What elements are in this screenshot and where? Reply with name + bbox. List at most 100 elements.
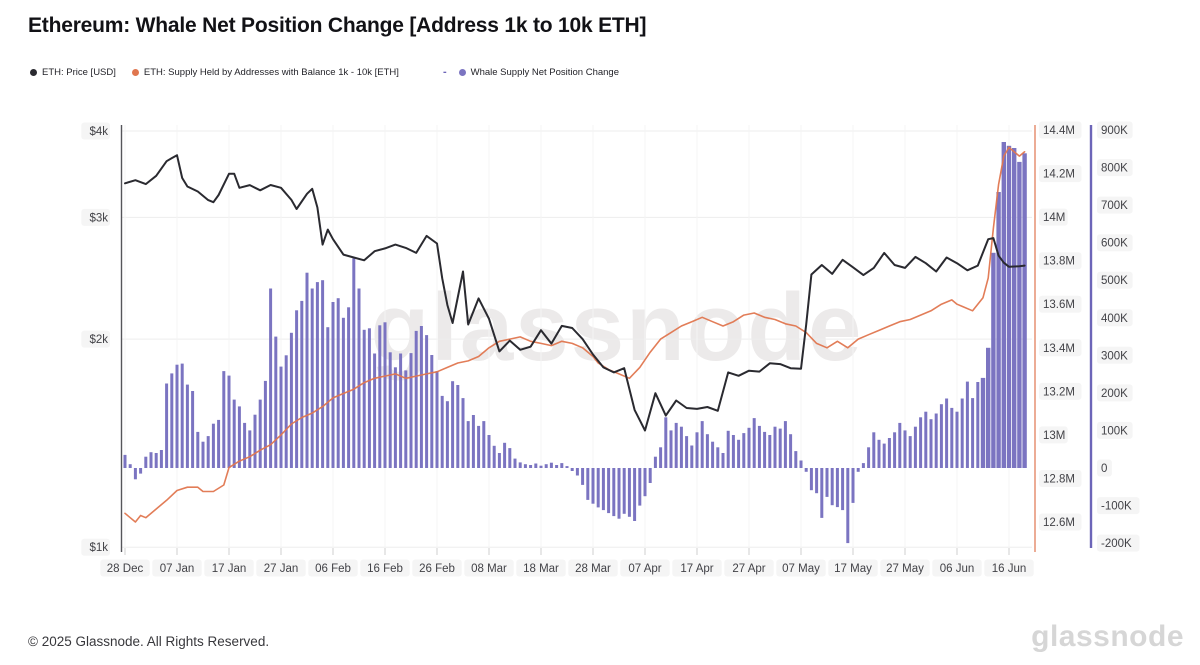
netpos-bar bbox=[357, 288, 361, 468]
netpos-tick-label-bg bbox=[1097, 271, 1133, 289]
netpos-bar bbox=[461, 398, 465, 468]
legend-item-eth-price[interactable]: ETH: Price [USD] bbox=[30, 67, 116, 78]
netpos-bar bbox=[289, 332, 293, 468]
netpos-bar bbox=[211, 423, 215, 468]
netpos-bar bbox=[555, 465, 559, 468]
netpos-bar bbox=[898, 422, 902, 468]
netpos-tick-label-bg bbox=[1097, 384, 1133, 402]
netpos-bar bbox=[996, 192, 1001, 468]
netpos-bar bbox=[549, 462, 553, 468]
supply-tick-label-bg bbox=[1039, 426, 1068, 444]
x-tick-label-bg bbox=[932, 559, 982, 577]
netpos-bar bbox=[773, 426, 777, 468]
legend-item-eth-supply[interactable]: ETH: Supply Held by Addresses with Balan… bbox=[131, 67, 399, 78]
netpos-bar bbox=[627, 468, 631, 517]
netpos-bar bbox=[830, 468, 834, 506]
netpos-bar bbox=[503, 442, 507, 468]
netpos-bar bbox=[887, 438, 891, 468]
netpos-bar bbox=[269, 288, 273, 468]
x-tick-label-bg bbox=[776, 559, 826, 577]
netpos-tick-label: 500K bbox=[1101, 275, 1128, 287]
netpos-bar bbox=[643, 468, 647, 497]
netpos-bar bbox=[601, 468, 605, 511]
netpos-bar bbox=[539, 465, 543, 468]
netpos-bar bbox=[846, 468, 850, 544]
netpos-bar bbox=[841, 468, 845, 511]
supply-tick-label-bg bbox=[1039, 513, 1082, 531]
netpos-bar bbox=[607, 468, 611, 514]
netpos-tick-label: -100K bbox=[1101, 501, 1132, 513]
netpos-bar bbox=[445, 401, 449, 468]
netpos-bar bbox=[721, 453, 725, 468]
netpos-tick-label-bg bbox=[1097, 459, 1112, 477]
netpos-bar bbox=[1022, 153, 1027, 469]
netpos-tick-label: 400K bbox=[1101, 313, 1128, 325]
netpos-bar bbox=[783, 421, 787, 468]
supply-tick-label: 13.4M bbox=[1043, 343, 1075, 355]
netpos-bar bbox=[867, 447, 871, 468]
netpos-bar bbox=[872, 432, 876, 468]
supply-tick-label: 14M bbox=[1043, 212, 1065, 224]
supply-tick-label: 14.4M bbox=[1043, 125, 1075, 137]
netpos-tick-label-bg bbox=[1097, 121, 1133, 139]
netpos-bar bbox=[903, 430, 907, 468]
netpos-bar bbox=[1001, 142, 1006, 468]
netpos-tick-label: -200K bbox=[1101, 538, 1132, 550]
netpos-bar bbox=[139, 468, 143, 474]
supply-tick-label-bg bbox=[1039, 382, 1082, 400]
netpos-tick-label: 100K bbox=[1101, 425, 1128, 437]
netpos-bar bbox=[378, 325, 382, 468]
netpos-tick-label-bg bbox=[1097, 346, 1133, 364]
x-tick-label-bg bbox=[672, 559, 722, 577]
netpos-bar bbox=[466, 421, 470, 468]
netpos-bar bbox=[128, 464, 132, 468]
netpos-bar bbox=[1006, 145, 1012, 469]
netpos-bar bbox=[825, 468, 829, 497]
page-title: Ethereum: Whale Net Position Change [Add… bbox=[28, 14, 647, 37]
x-tick-label-bg bbox=[204, 559, 254, 577]
netpos-bar bbox=[279, 366, 283, 468]
supply-tick-label-bg bbox=[1039, 295, 1082, 313]
x-tick-label-bg bbox=[100, 559, 150, 577]
legend-item-whale-netpos[interactable]: - Whale Supply Net Position Change bbox=[443, 66, 619, 78]
netpos-bar bbox=[263, 380, 267, 468]
x-tick-label: 27 Jan bbox=[264, 563, 299, 575]
netpos-bar bbox=[752, 418, 756, 468]
x-tick-label: 07 May bbox=[782, 563, 820, 575]
netpos-bar bbox=[201, 441, 205, 468]
x-tick-label: 17 Jan bbox=[212, 563, 247, 575]
netpos-bar bbox=[170, 373, 174, 468]
netpos-bar bbox=[451, 381, 455, 468]
supply-tick-label: 12.8M bbox=[1043, 473, 1075, 485]
netpos-bar bbox=[529, 465, 533, 468]
netpos-bar bbox=[565, 466, 569, 468]
netpos-bar bbox=[617, 468, 621, 519]
netpos-bar bbox=[237, 406, 241, 468]
netpos-bar bbox=[414, 330, 418, 468]
netpos-bar bbox=[144, 456, 148, 468]
netpos-bar bbox=[648, 468, 652, 483]
netpos-bar bbox=[700, 421, 704, 468]
netpos-bar bbox=[586, 468, 590, 500]
netpos-bar bbox=[945, 398, 949, 468]
x-tick-label: 07 Jan bbox=[160, 563, 195, 575]
netpos-bar bbox=[180, 363, 184, 468]
netpos-bar bbox=[185, 384, 189, 468]
x-tick-label: 18 Mar bbox=[523, 563, 559, 575]
netpos-bar bbox=[893, 432, 897, 468]
netpos-bar bbox=[523, 464, 527, 468]
netpos-bar bbox=[482, 421, 486, 468]
netpos-bar bbox=[955, 411, 959, 468]
netpos-bar bbox=[763, 431, 767, 468]
x-tick-label-bg bbox=[308, 559, 358, 577]
dash-marker-icon: - bbox=[442, 66, 447, 78]
supply-tick-label: 13.8M bbox=[1043, 256, 1075, 268]
supply-tick-label: 14.2M bbox=[1043, 169, 1075, 181]
netpos-bar bbox=[768, 435, 772, 468]
netpos-tick-label-bg bbox=[1097, 159, 1133, 177]
netpos-tick-label: 300K bbox=[1101, 350, 1128, 362]
netpos-bar bbox=[1012, 148, 1017, 468]
x-tick-label: 06 Jun bbox=[940, 563, 975, 575]
price-tick-label: $2k bbox=[89, 334, 108, 346]
